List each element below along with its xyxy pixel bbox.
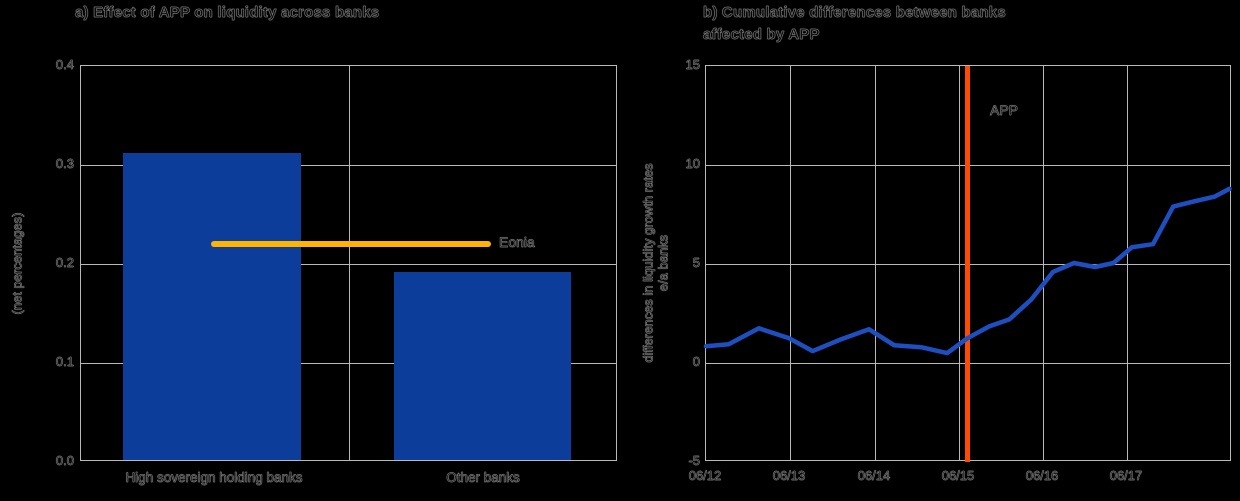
eonia-label: Eonia (499, 234, 535, 250)
y-tick-label: 0.2 (55, 255, 75, 270)
panel-b-title-line1: b) Cumulative differences between banks (703, 4, 1006, 21)
category-label-other-banks: Other banks (446, 470, 520, 485)
bar-other-banks (394, 272, 571, 460)
y-tick-label: 10 (685, 156, 700, 171)
gridline-v (959, 66, 960, 460)
panel-b-x-tick-labels: 06/12 06/13 06/14 06/15 06/16 06/17 (689, 468, 1231, 488)
x-tick-label: 06/12 (688, 468, 722, 483)
gridline-v (1043, 66, 1044, 460)
cumulative-difference-line-chart (703, 186, 1232, 356)
app-event-line (964, 66, 970, 462)
x-tick-label: 06/17 (1109, 468, 1143, 483)
gridline-h (81, 264, 616, 265)
panel-a-y-axis-label-wrap: (net percentages) (0, 65, 34, 461)
category-label-high-sovereign-holding-banks: High sovereign holding banks (125, 470, 303, 485)
x-tick-label: 06/16 (1025, 468, 1059, 483)
gridline-h (81, 165, 616, 166)
y-tick-label: 0.1 (55, 354, 75, 369)
panel-b-y-tick-labels: 15 10 5 0 -5 (668, 57, 701, 468)
cumulative-difference-line (703, 186, 1232, 356)
x-tick-label: 06/14 (857, 468, 891, 483)
panel-b-y-axis-label: differences in liquidity growth rates e/… (641, 163, 671, 363)
y-tick-label: 0.0 (55, 453, 75, 468)
y-tick-label: 5 (692, 255, 701, 270)
gridline-v (349, 66, 350, 460)
panel-b-y-axis-label-line1: differences in liquidity growth rates (641, 163, 657, 363)
panel-a-plot-area: Eonia (80, 65, 617, 461)
y-tick-label: 0.3 (55, 156, 75, 171)
gridline-v (875, 66, 876, 460)
gridline-v (1127, 66, 1128, 460)
gridline-h (81, 363, 616, 364)
panel-b-title-line2: affected by APP (703, 26, 820, 43)
app-annotation: APP (990, 102, 1019, 118)
y-tick-label: -5 (688, 453, 700, 468)
panel-a-y-tick-labels: 0.4 0.3 0.2 0.1 0.0 (40, 57, 75, 468)
y-tick-label: 0.4 (55, 57, 75, 72)
panel-a-y-axis-label: (net percentages) (9, 212, 25, 314)
y-tick-label: 15 (685, 57, 700, 72)
x-tick-label: 06/13 (772, 468, 806, 483)
panel-b-plot-area: APP (703, 65, 1232, 462)
y-tick-label: 0 (692, 354, 701, 369)
bar-high-sovereign-holding-banks (123, 153, 301, 460)
gridline-v (790, 66, 791, 460)
eonia-reference-line (211, 241, 491, 248)
x-tick-label: 06/15 (941, 468, 975, 483)
panel-a-title: a) Effect of APP on liquidity across ban… (75, 4, 380, 21)
